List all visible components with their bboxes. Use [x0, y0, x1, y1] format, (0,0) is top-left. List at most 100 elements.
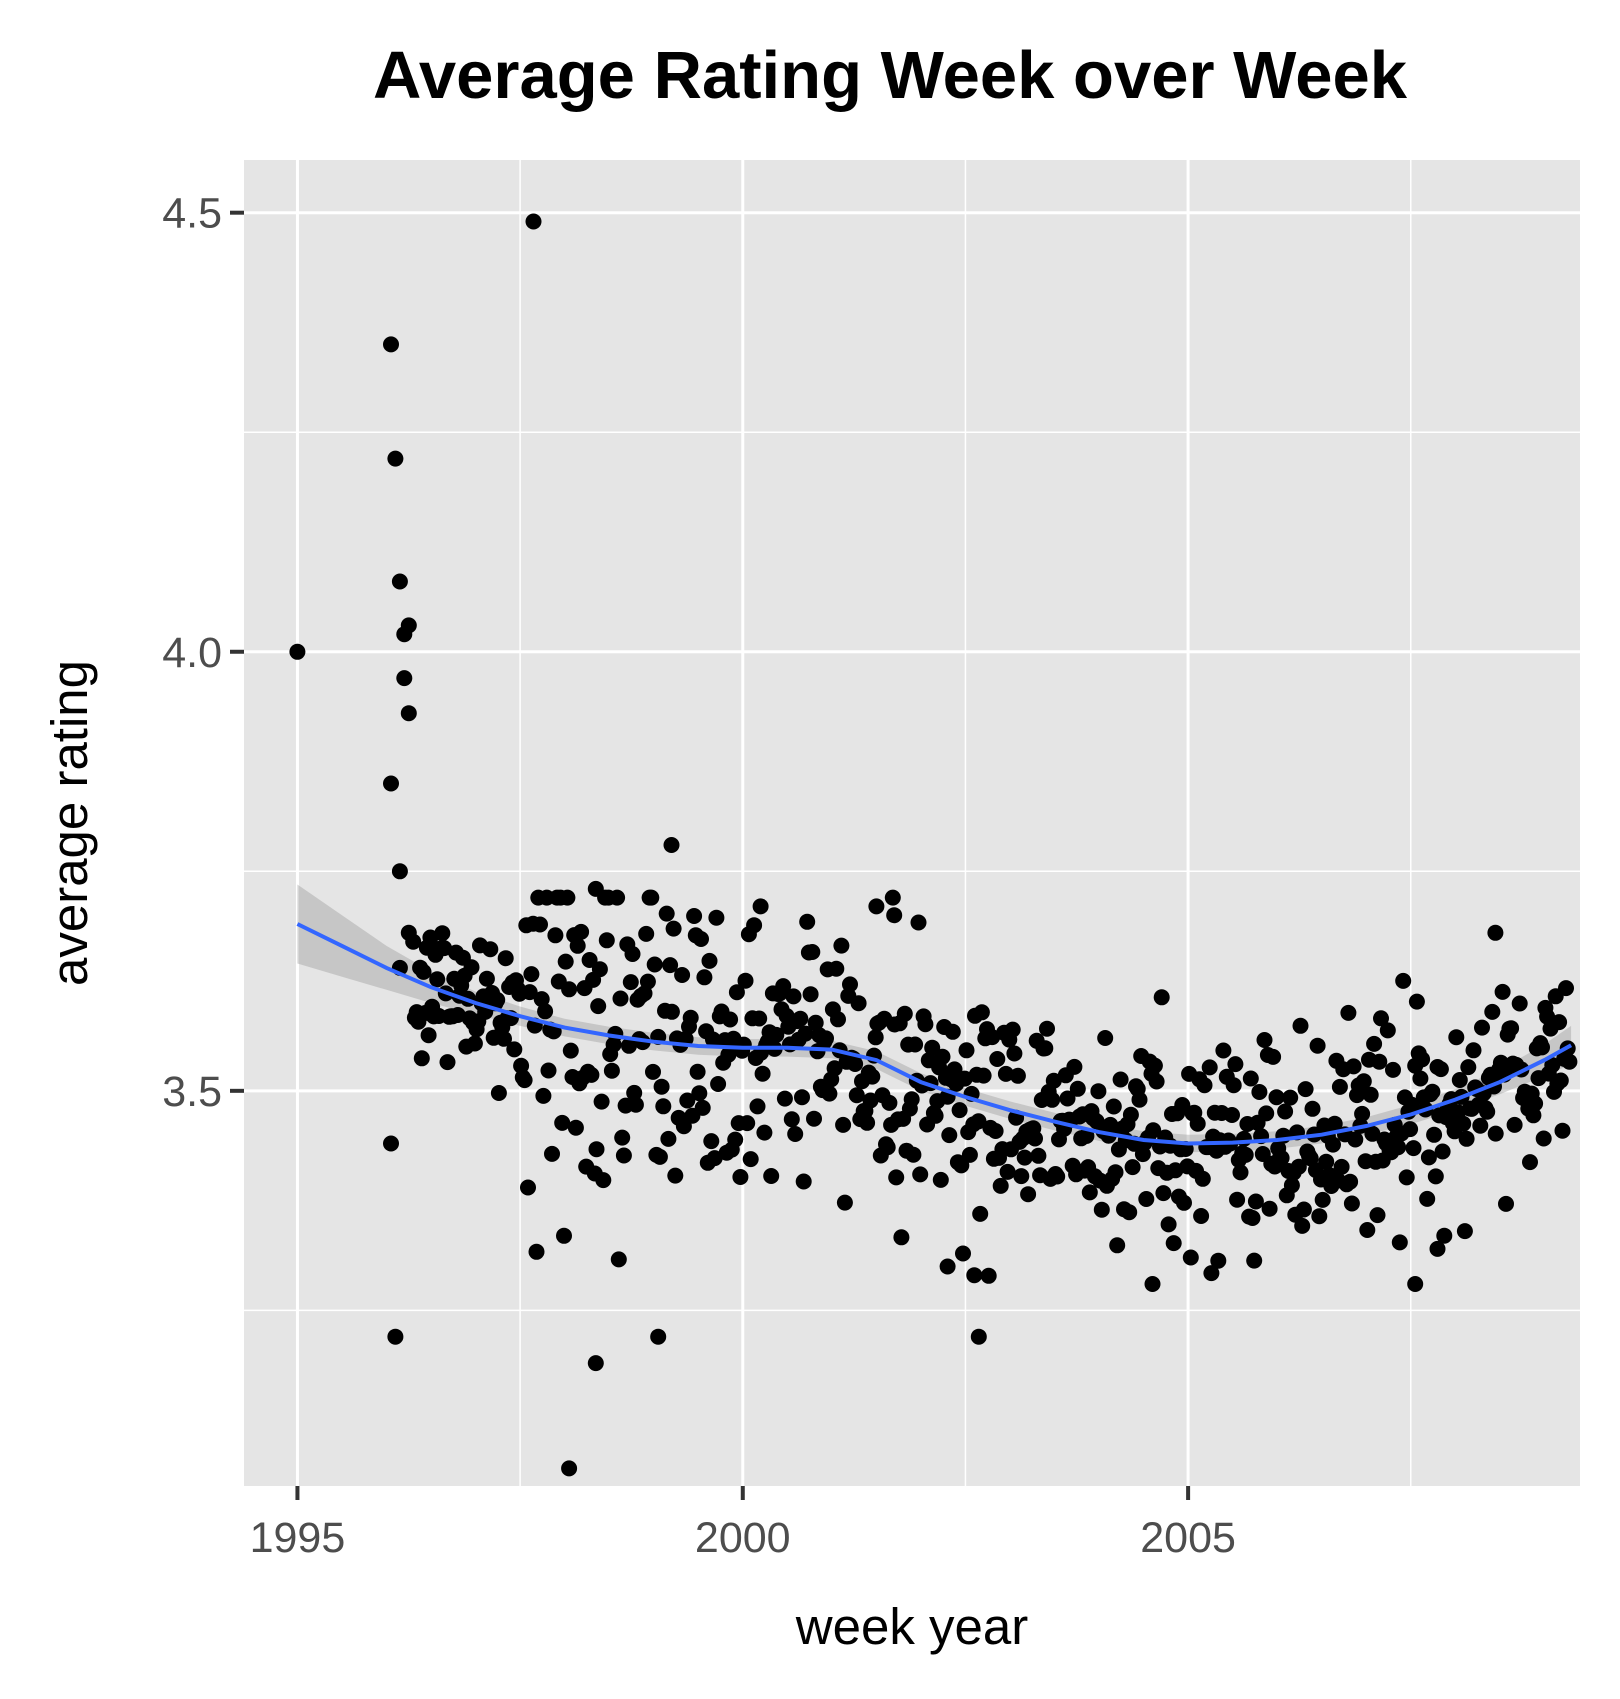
- data-point: [1420, 1149, 1437, 1166]
- data-point: [1390, 1139, 1407, 1156]
- data-point: [535, 1087, 552, 1104]
- data-point: [1343, 1195, 1360, 1212]
- data-point: [1069, 1080, 1086, 1097]
- data-point: [603, 1062, 620, 1079]
- data-point: [1364, 1125, 1381, 1142]
- data-point: [912, 1166, 929, 1183]
- data-point: [651, 1148, 668, 1165]
- data-point: [383, 1135, 399, 1152]
- data-point: [1534, 1039, 1550, 1056]
- data-point: [1506, 1116, 1523, 1133]
- data-point: [973, 1004, 990, 1021]
- data-point: [1292, 1017, 1309, 1034]
- data-point: [742, 1151, 759, 1168]
- data-point: [506, 1041, 523, 1058]
- data-point: [1027, 1130, 1043, 1147]
- data-point: [667, 1167, 684, 1184]
- data-point: [1333, 1158, 1350, 1175]
- data-point: [1295, 1201, 1312, 1218]
- data-point: [650, 1328, 667, 1345]
- data-point: [1013, 1168, 1030, 1185]
- data-point: [1044, 1091, 1061, 1108]
- data-point: [1009, 1067, 1026, 1084]
- data-point: [1427, 1168, 1444, 1185]
- data-point: [850, 995, 867, 1012]
- data-point: [847, 1056, 864, 1072]
- data-point: [1144, 1276, 1161, 1292]
- x-tick-label: 2005: [1140, 1514, 1236, 1562]
- data-point: [387, 1328, 404, 1345]
- data-point: [1362, 1086, 1379, 1103]
- data-point: [622, 974, 639, 991]
- data-point: [544, 1145, 560, 1162]
- data-point: [1247, 1193, 1264, 1210]
- data-point: [1148, 1073, 1165, 1090]
- data-point: [1403, 1096, 1420, 1113]
- data-point: [532, 916, 548, 933]
- data-point: [1256, 1032, 1273, 1048]
- data-point: [588, 1141, 605, 1158]
- data-point: [1004, 1021, 1021, 1038]
- data-point: [970, 1328, 987, 1345]
- data-point: [888, 1169, 905, 1186]
- data-point: [1045, 1072, 1062, 1089]
- data-point: [1309, 1037, 1326, 1054]
- data-point: [1283, 1177, 1300, 1194]
- data-point: [653, 1078, 670, 1095]
- data-point: [701, 952, 718, 969]
- data-point: [289, 643, 306, 660]
- data-point: [415, 963, 432, 980]
- data-point: [1066, 1058, 1083, 1075]
- smooth-trend-line: [296, 922, 1573, 1146]
- data-point: [1398, 1169, 1415, 1186]
- data-point: [420, 1027, 437, 1044]
- data-point: [693, 931, 709, 947]
- x-tick-label: 2000: [695, 1514, 791, 1562]
- data-point: [1325, 1136, 1341, 1153]
- data-point: [1460, 1059, 1477, 1076]
- data-point: [1235, 1130, 1252, 1147]
- data-point: [559, 889, 576, 906]
- data-point: [1535, 1130, 1552, 1147]
- data-point: [792, 1010, 809, 1027]
- data-point: [1201, 1059, 1218, 1076]
- data-point: [835, 1116, 852, 1133]
- data-point: [934, 1048, 951, 1065]
- data-point: [615, 1147, 632, 1164]
- data-point: [787, 1126, 804, 1142]
- data-point: [1487, 924, 1504, 941]
- data-point: [795, 1173, 812, 1190]
- y-tick-label: 4.0: [162, 629, 222, 677]
- data-point: [1355, 1073, 1372, 1090]
- data-point: [691, 1085, 708, 1102]
- data-point: [992, 1177, 1009, 1194]
- data-point: [1391, 1234, 1408, 1251]
- data-point: [917, 1016, 934, 1033]
- data-point: [1434, 1143, 1451, 1160]
- data-point: [547, 927, 564, 944]
- data-point: [958, 1042, 975, 1059]
- data-point: [1224, 1107, 1240, 1123]
- data-point: [1451, 1072, 1468, 1088]
- data-point: [1407, 1276, 1424, 1292]
- data-point: [1522, 1154, 1538, 1171]
- data-point: [1314, 1191, 1331, 1208]
- data-point: [1093, 1201, 1110, 1218]
- data-point: [879, 1139, 896, 1156]
- data-point: [896, 1005, 913, 1022]
- data-point: [886, 907, 903, 924]
- data-point: [674, 967, 691, 983]
- data-point: [1366, 1035, 1383, 1052]
- data-point: [1419, 1190, 1436, 1207]
- data-point: [746, 917, 763, 934]
- data-point: [924, 1039, 941, 1056]
- data-point: [910, 914, 927, 931]
- data-point: [828, 960, 845, 977]
- data-point: [562, 1042, 579, 1059]
- data-point: [1472, 1117, 1489, 1134]
- data-point: [1124, 1159, 1141, 1176]
- data-point: [1408, 993, 1425, 1010]
- data-point: [1229, 1191, 1246, 1208]
- data-point: [1203, 1265, 1220, 1282]
- data-point: [1131, 1091, 1148, 1108]
